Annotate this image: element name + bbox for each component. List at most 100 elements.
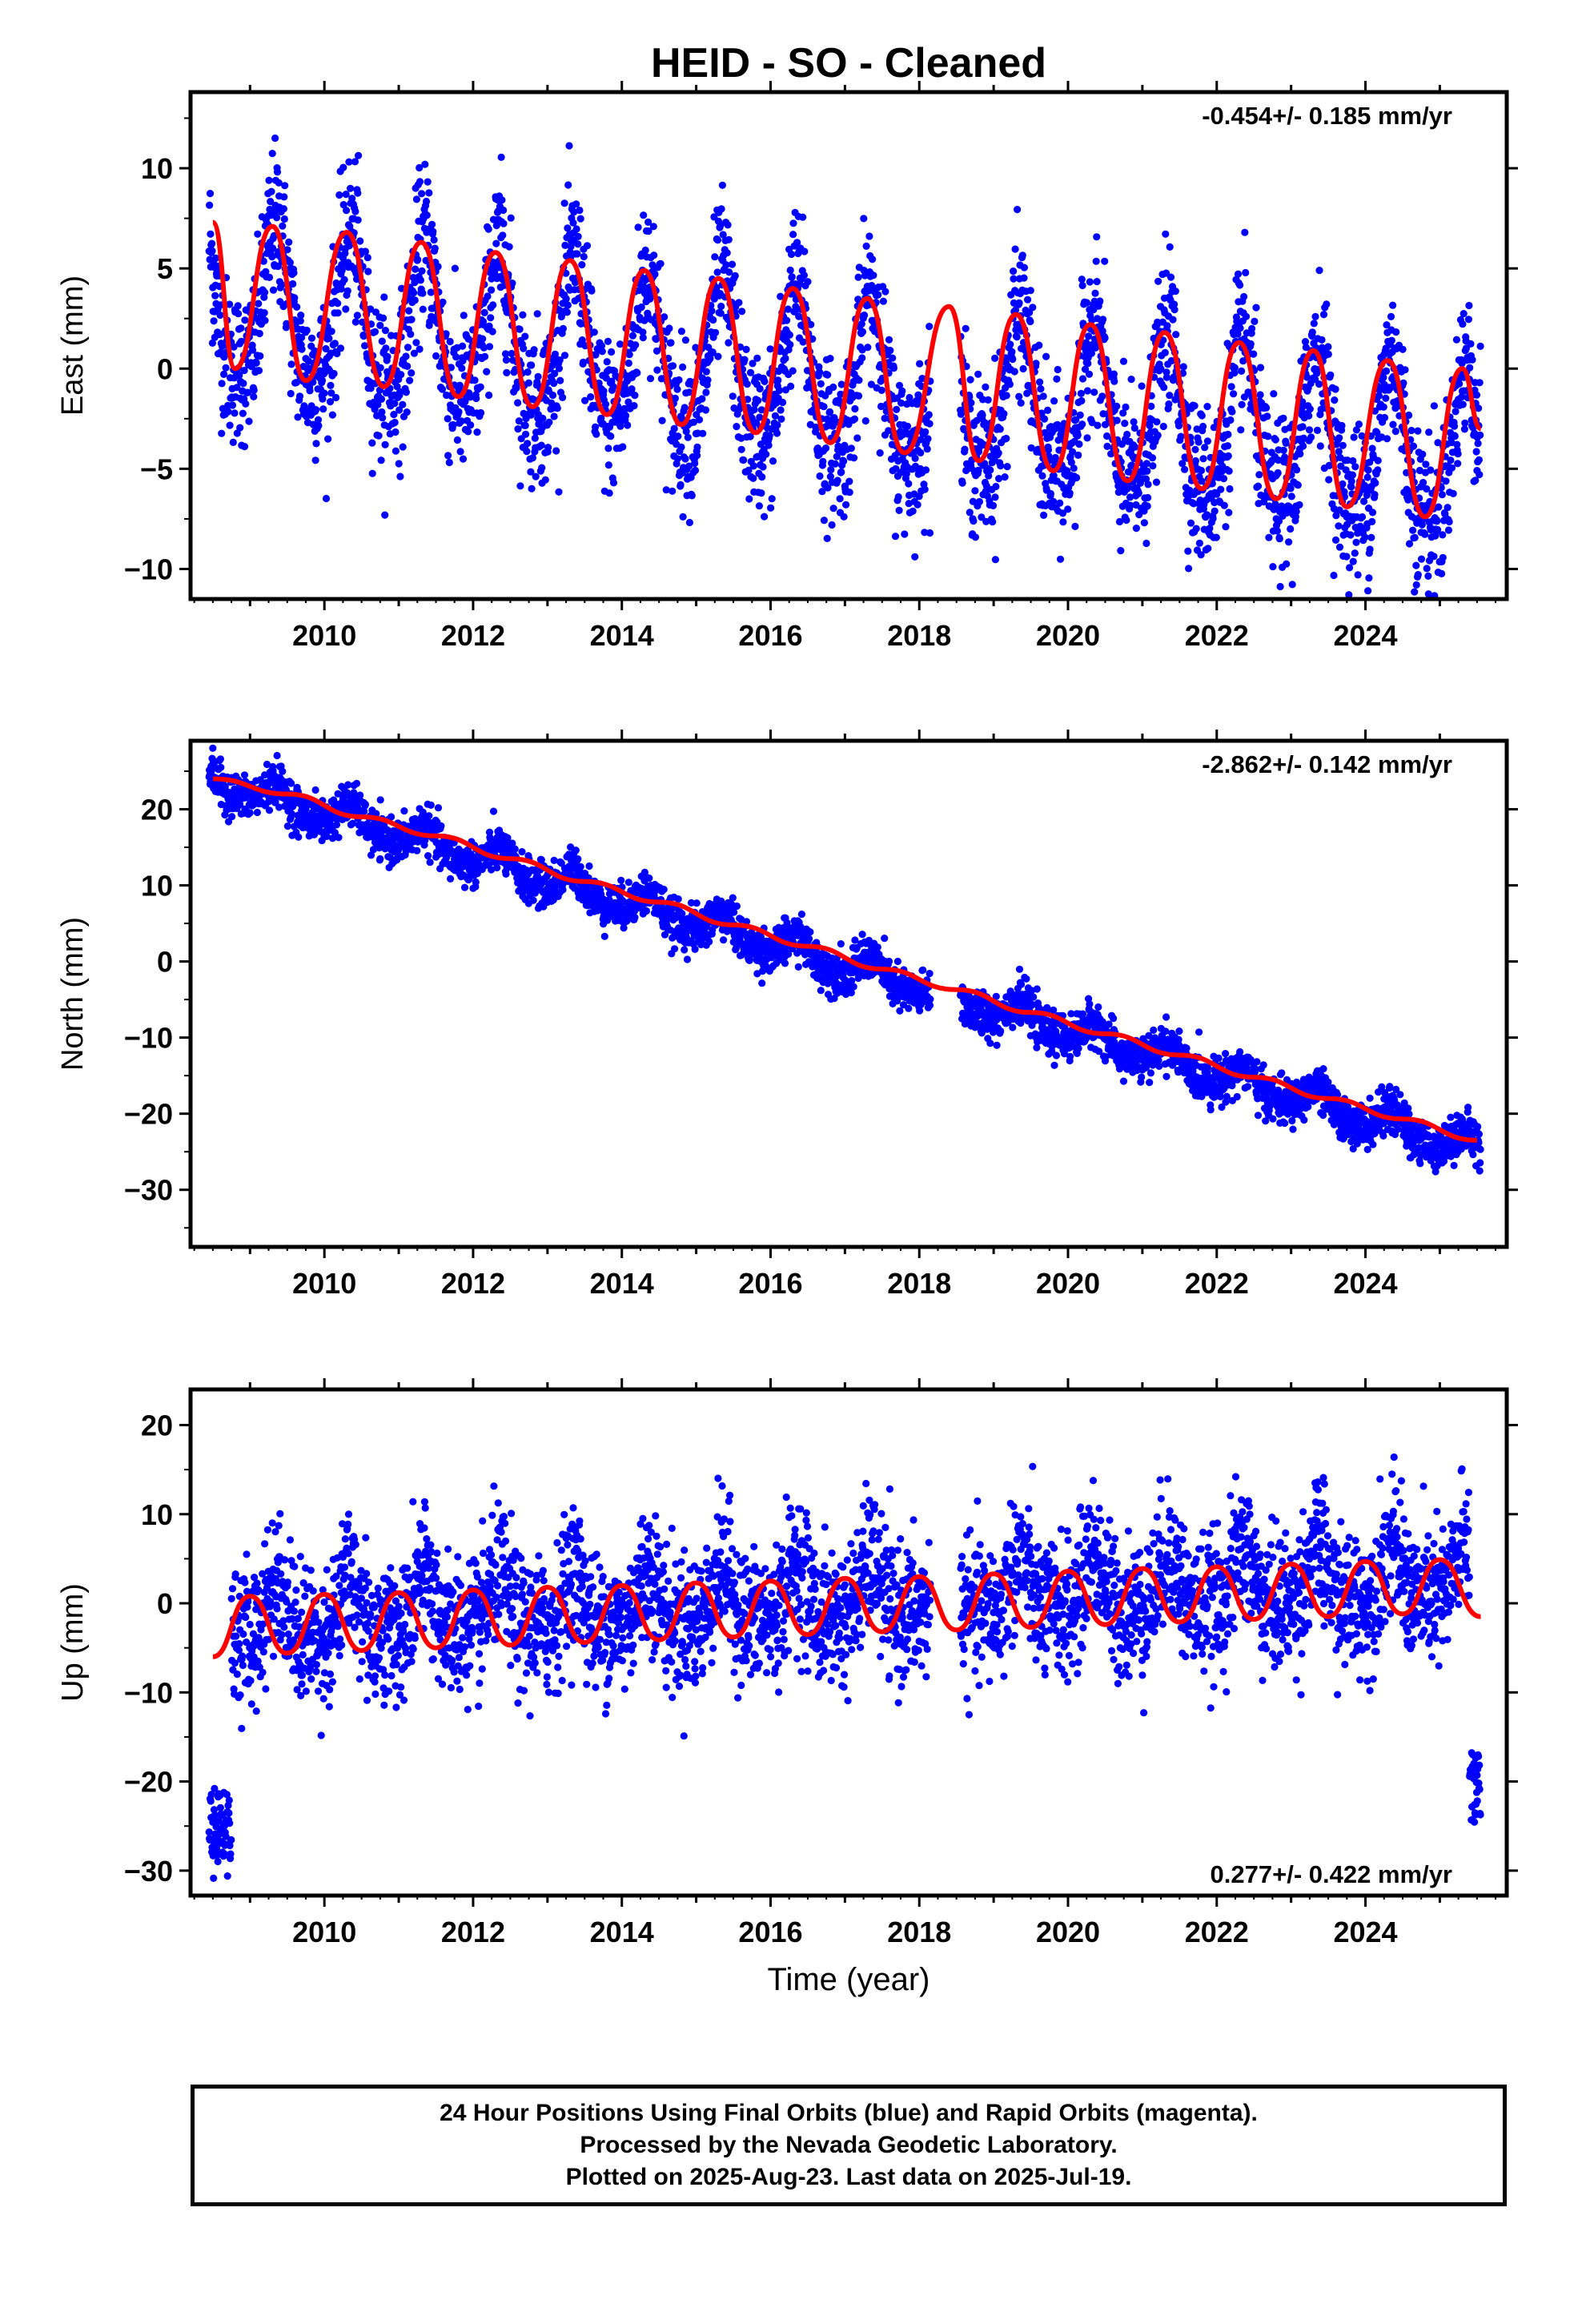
north-data-point <box>246 809 254 817</box>
east-data-point <box>869 271 877 279</box>
east-data-point <box>836 495 844 503</box>
east-data-point <box>592 423 600 431</box>
east-data-point <box>1027 444 1035 452</box>
east-data-point <box>1310 320 1318 328</box>
east-data-point <box>1050 397 1058 405</box>
east-data-point <box>573 250 581 258</box>
east-data-point <box>503 368 511 376</box>
east-data-point <box>1242 312 1251 320</box>
east-data-point <box>1465 301 1473 310</box>
east-data-point <box>1460 310 1468 318</box>
east-data-point <box>1389 301 1397 309</box>
east-data-point <box>746 432 754 440</box>
east-data-point <box>367 305 375 313</box>
east-data-point <box>679 513 687 521</box>
east-data-point <box>210 317 218 325</box>
east-data-point <box>1339 441 1347 449</box>
east-data-point <box>451 264 460 272</box>
east-data-point <box>1157 365 1165 373</box>
east-data-point <box>991 354 999 362</box>
east-data-point <box>235 372 243 380</box>
east-data-point <box>745 466 753 474</box>
east-data-point <box>1177 432 1185 440</box>
east-data-point <box>962 324 970 332</box>
east-data-point <box>508 279 516 287</box>
east-data-point <box>442 330 450 338</box>
east-data-point <box>681 336 690 344</box>
east-data-point <box>989 501 998 510</box>
east-data-point <box>1316 442 1324 450</box>
east-data-point <box>538 464 546 472</box>
east-data-point <box>393 383 401 391</box>
east-data-point <box>515 417 523 425</box>
x-tick-label: 2018 <box>887 619 951 652</box>
east-data-point <box>396 472 404 480</box>
east-data-point <box>926 529 934 537</box>
east-data-point <box>757 489 765 497</box>
east-data-point <box>410 349 419 357</box>
east-data-point <box>1054 365 1062 374</box>
east-data-point <box>1475 456 1483 464</box>
east-data-point <box>1019 364 1027 373</box>
east-data-point <box>603 358 611 366</box>
east-data-point <box>336 344 345 352</box>
east-data-point <box>1251 317 1259 325</box>
east-data-point <box>1373 428 1381 436</box>
north-data-point <box>585 862 593 870</box>
east-data-point <box>395 460 403 468</box>
east-data-point <box>315 421 323 430</box>
east-data-point <box>562 295 570 303</box>
east-data-point <box>1368 517 1376 526</box>
east-data-point <box>1002 434 1010 443</box>
east-data-point <box>1275 517 1283 525</box>
east-data-point <box>484 225 492 233</box>
east-data-point <box>909 507 917 515</box>
east-data-point <box>991 493 999 501</box>
east-data-point <box>669 362 677 370</box>
east-data-point <box>1170 306 1178 314</box>
east-data-point <box>982 383 990 391</box>
east-data-point <box>622 412 630 420</box>
east-data-point <box>280 193 288 201</box>
east-data-point <box>974 466 982 475</box>
east-data-point <box>421 160 429 168</box>
east-data-point <box>826 472 834 480</box>
east-data-point <box>874 291 882 299</box>
east-data-point <box>281 182 289 190</box>
east-data-point <box>1094 421 1102 429</box>
east-data-point <box>842 501 850 509</box>
east-data-point <box>303 326 311 335</box>
north-data-point <box>502 870 510 878</box>
east-data-point <box>1270 390 1278 398</box>
north-data-point <box>427 801 435 810</box>
east-data-point <box>269 244 277 252</box>
east-data-point <box>777 292 785 300</box>
east-data-point <box>412 339 420 347</box>
north-data-point <box>271 798 279 806</box>
east-data-point <box>898 387 906 395</box>
east-data-point <box>1409 526 1417 534</box>
east-data-point <box>314 416 323 424</box>
east-data-point <box>220 370 228 378</box>
east-data-point <box>497 153 505 161</box>
east-data-point <box>724 221 732 229</box>
east-data-point <box>531 434 539 442</box>
east-data-point <box>556 376 564 384</box>
east-data-point <box>1010 275 1018 283</box>
east-data-point <box>677 328 686 336</box>
east-data-point <box>1299 423 1307 431</box>
east-data-point <box>564 181 572 189</box>
east-data-point <box>1037 385 1045 393</box>
east-data-point <box>755 502 764 510</box>
east-data-point <box>652 347 661 355</box>
north-data-point <box>216 755 224 763</box>
east-data-point <box>283 320 291 328</box>
east-data-point <box>249 346 257 354</box>
east-data-point <box>1086 278 1094 286</box>
east-data-point <box>295 392 304 400</box>
east-data-point <box>858 328 867 336</box>
east-data-point <box>1134 489 1142 497</box>
east-data-point <box>1023 389 1031 397</box>
east-data-point <box>1113 416 1121 424</box>
